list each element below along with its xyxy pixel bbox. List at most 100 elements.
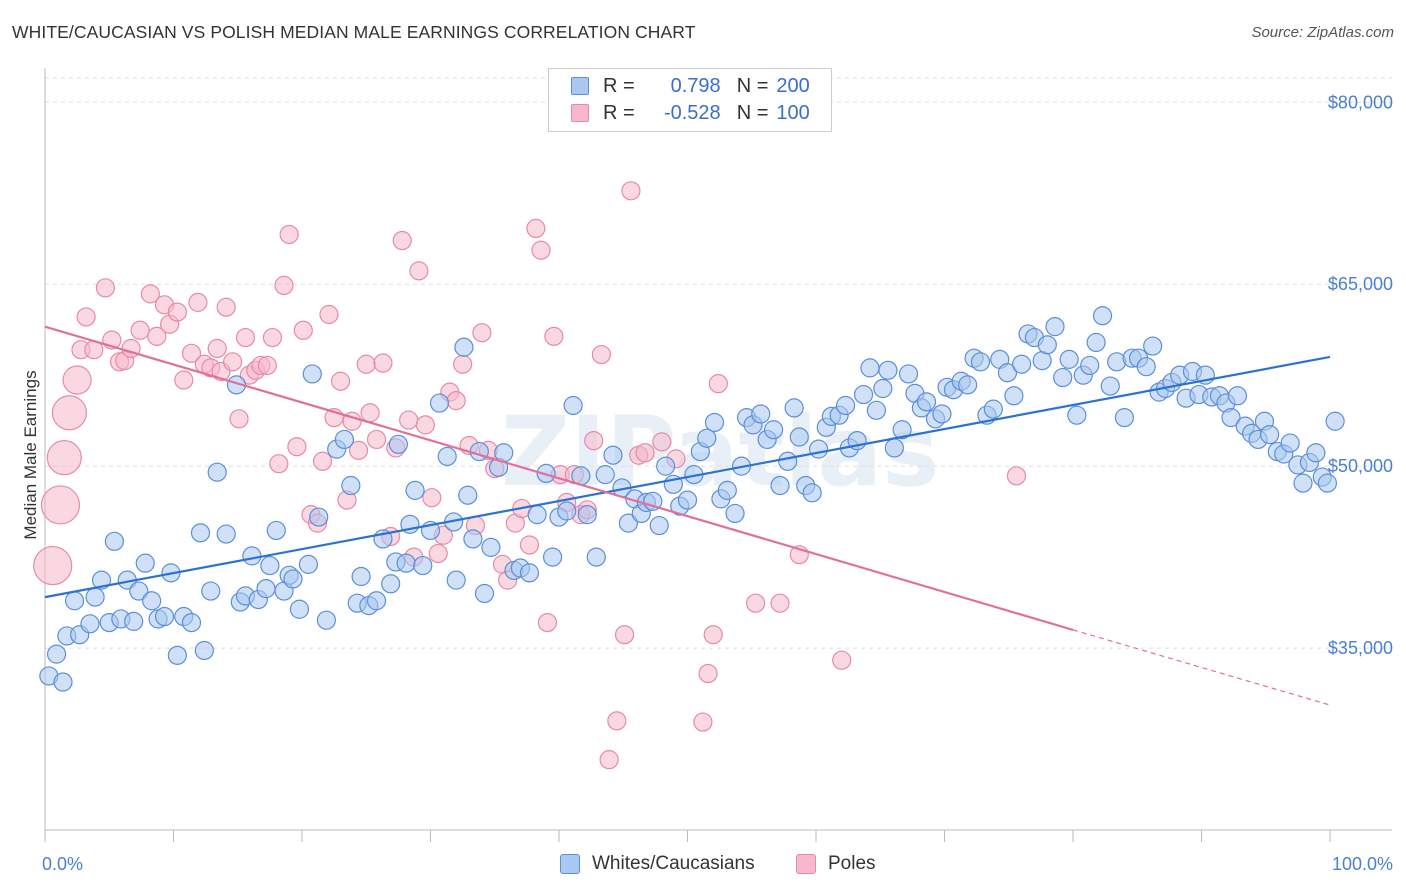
x-tick-label: 0.0% (42, 854, 83, 874)
poles-point (621, 181, 641, 201)
poles-point (373, 353, 393, 373)
bottom-legend-label: Whites/Caucasians (592, 853, 755, 874)
legend-swatch-whites (571, 77, 589, 95)
poles-point (262, 327, 283, 348)
poles-point (746, 593, 766, 613)
poles-point (519, 535, 540, 555)
poles-point (599, 750, 619, 770)
poles-point (147, 326, 167, 346)
whites-point (302, 364, 322, 384)
whites-point (1053, 367, 1073, 388)
whites-point (167, 645, 187, 665)
poles-point (330, 371, 351, 391)
whites-point (334, 429, 355, 450)
whites-point (309, 507, 329, 527)
poles-trend-line (44, 325, 1074, 631)
chart-title: WHITE/CAUCASIAN VS POLISH MEDIAN MALE EA… (12, 22, 696, 42)
poles-point (235, 327, 256, 348)
whites-point (519, 563, 540, 583)
whites-point (542, 547, 563, 567)
poles-point (46, 440, 82, 476)
whites-point (135, 553, 155, 573)
whites-point (429, 393, 450, 413)
whites-point (1080, 355, 1100, 376)
poles-point (1006, 466, 1027, 486)
poles-point (693, 712, 713, 732)
whites-point (1306, 443, 1326, 463)
poles-point (140, 284, 160, 304)
legend-r-label: R = (603, 101, 635, 124)
whites-point (603, 445, 623, 465)
whites-point (1004, 386, 1024, 406)
bottom-legend-poles: Poles (796, 852, 876, 876)
whites-point (289, 599, 310, 619)
poles-point (279, 224, 299, 245)
whites-point (142, 591, 162, 611)
poles-point (269, 454, 289, 474)
whites-point (351, 566, 371, 587)
whites-point (677, 490, 698, 510)
whites-point (216, 524, 236, 544)
poles-point (415, 415, 435, 435)
poles-point (526, 218, 546, 238)
poles-point (472, 323, 492, 343)
whites-point (124, 611, 144, 631)
poles-point (544, 326, 564, 346)
whites-point (983, 399, 1003, 419)
whites-point (778, 451, 798, 471)
whites-point (916, 392, 937, 412)
whites-point (1037, 335, 1057, 355)
whites-point (1092, 306, 1113, 326)
correlation-legend: R = 0.798 N = 200 R = -0.528 N = 100 (548, 68, 832, 132)
whites-point (557, 501, 577, 521)
whites-point (704, 412, 725, 433)
bottom-legend-label: Poles (828, 853, 876, 874)
whites-point (1227, 386, 1248, 406)
whites-point (1045, 317, 1065, 337)
whites-point (405, 480, 425, 500)
legend-n-value: 200 (776, 74, 810, 97)
poles-point (33, 545, 73, 586)
whites-point (129, 581, 149, 601)
whites-point (201, 581, 221, 601)
legend-r-value: -0.528 (663, 101, 721, 124)
poles-point (399, 410, 419, 430)
y-axis-label: Median Male Earnings (21, 370, 40, 539)
whites-point (242, 546, 262, 566)
whites-point (892, 420, 912, 440)
legend-r-value: 0.798 (670, 74, 721, 97)
whites-point (649, 515, 669, 536)
whites-point (80, 614, 100, 634)
poles-point (591, 344, 612, 365)
legend-row-whites: R = 0.798 N = 200 (571, 74, 810, 98)
poles-point (832, 650, 852, 670)
poles-point (770, 593, 790, 613)
poles-point (348, 440, 369, 460)
poles-point (229, 409, 249, 429)
legend-row-poles: R = -0.528 N = 100 (571, 101, 810, 125)
whites-point (1317, 473, 1338, 493)
poles-point (274, 275, 294, 296)
poles-point (698, 663, 718, 684)
poles-point (257, 355, 277, 376)
whites-point (207, 462, 227, 482)
poles-point (360, 403, 380, 423)
poles-point (312, 451, 333, 471)
poles-point (188, 292, 208, 312)
whites-point (595, 465, 615, 485)
whites-point (256, 579, 276, 599)
whites-point (808, 439, 829, 459)
legend-n-label: N = (736, 101, 769, 124)
whites-point (932, 404, 952, 424)
whites-point (458, 485, 478, 505)
whites-point (997, 363, 1018, 383)
whites-point (577, 505, 597, 525)
poles-point (40, 485, 81, 525)
poles-trend-extension (1072, 629, 1331, 706)
whites-point (853, 384, 874, 405)
bottom-swatch-poles (796, 854, 816, 874)
whites-point (789, 427, 809, 447)
whites-point (1059, 349, 1079, 369)
whites-point (298, 554, 319, 574)
